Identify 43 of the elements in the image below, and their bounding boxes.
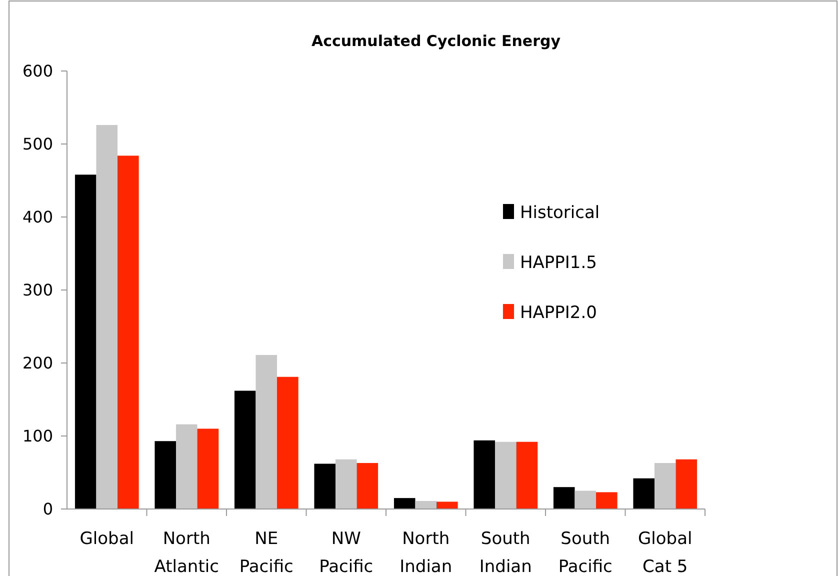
y-tick-label: 400	[22, 208, 53, 227]
bar	[356, 463, 378, 509]
bar	[176, 424, 198, 509]
bar	[394, 498, 416, 509]
bar	[96, 125, 118, 509]
y-tick-label: 0	[42, 500, 53, 519]
x-tick-label: NE Pacific	[239, 529, 294, 576]
y-tick-label: 300	[22, 280, 53, 300]
bar	[474, 440, 495, 509]
x-tick-label: South Pacific	[558, 529, 612, 576]
y-tick-label: 600	[22, 62, 53, 81]
y-tick-label: 200	[22, 354, 53, 373]
bar	[197, 428, 219, 509]
bar	[234, 390, 256, 509]
y-tick-label: 100	[22, 426, 53, 446]
bar	[574, 490, 596, 509]
bar	[494, 442, 516, 509]
legend-label: Historical	[520, 202, 600, 223]
bar	[335, 459, 357, 509]
x-tick-label: NW Pacific	[319, 529, 374, 576]
bar	[277, 376, 298, 509]
bar	[633, 478, 654, 509]
chart-title: Accumulated Cyclonic Energy	[311, 32, 561, 50]
x-tick-label: North Atlantic	[154, 529, 219, 576]
y-tick-label: 500	[22, 134, 53, 154]
x-tick-label: North Indian	[400, 529, 452, 576]
bar	[596, 492, 618, 509]
bar	[154, 441, 176, 509]
bar	[553, 487, 575, 509]
bar	[415, 500, 437, 509]
x-tick-label: Global	[80, 529, 134, 549]
bar	[516, 442, 538, 509]
bar	[118, 156, 139, 509]
bar	[436, 502, 458, 509]
bar	[314, 464, 336, 509]
bar	[654, 463, 676, 509]
bar	[74, 174, 96, 509]
x-tick-label: Global Cat 5	[638, 529, 692, 576]
x-tick-label: South Indian	[479, 529, 532, 576]
legend-label: HAPPI1.5	[520, 252, 597, 273]
bar	[676, 459, 698, 509]
legend-label: HAPPI2.0	[520, 302, 597, 323]
bar	[256, 354, 278, 509]
